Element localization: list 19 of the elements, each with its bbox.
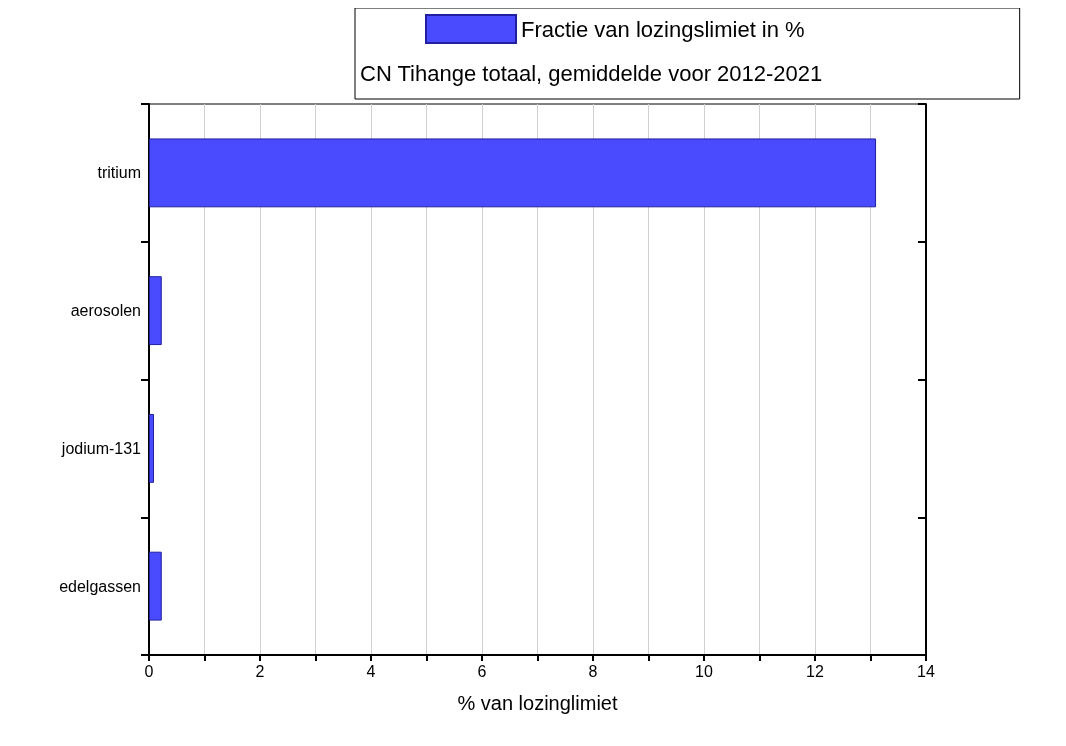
y-tick-label: jodium-131	[60, 439, 142, 457]
y-tick-label: tritium	[97, 164, 141, 182]
bar	[149, 276, 162, 346]
legend-label: Fractie van lozingslimiet in %	[521, 16, 805, 42]
x-axis-title: % van lozinglimiet	[457, 692, 618, 714]
legend-title: CN Tihange totaal, gemiddelde voor 2012-2021	[360, 60, 823, 86]
x-tick-label: 14	[917, 662, 935, 680]
y-tick-label: edelgassen	[59, 577, 141, 595]
x-tick-label: 10	[695, 662, 713, 680]
x-tick-label: 8	[588, 662, 598, 680]
x-tick-label: 6	[477, 662, 487, 680]
bar	[149, 551, 162, 621]
x-tick-label: 12	[806, 662, 824, 680]
x-tick-label: 2	[255, 662, 265, 680]
bar	[149, 138, 877, 208]
x-tick-label: 0	[144, 662, 154, 680]
y-tick-label: aerosolen	[70, 302, 141, 320]
bar	[149, 413, 154, 483]
x-tick-label: 4	[366, 662, 376, 680]
